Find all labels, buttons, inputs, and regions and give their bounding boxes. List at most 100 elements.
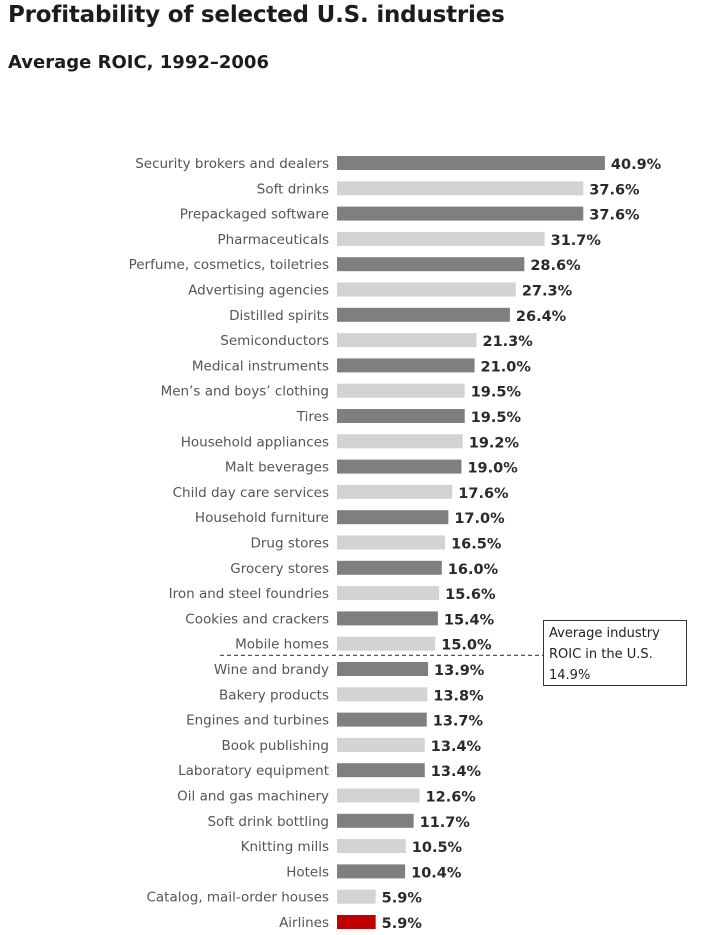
chart-title: Profitability of selected U.S. industrie… (8, 2, 505, 28)
value-label: 21.0% (481, 359, 532, 375)
bar (337, 484, 453, 499)
bar (337, 889, 376, 904)
category-label: Bakery products (219, 687, 329, 703)
category-label: Engines and turbines (186, 713, 329, 729)
average-annotation-value: 14.9% (549, 668, 591, 683)
category-label: Prepackaged software (180, 207, 329, 223)
category-label: Wine and brandy (214, 662, 329, 678)
bar (337, 788, 420, 803)
bar (337, 282, 516, 297)
value-label: 40.9% (611, 157, 662, 173)
category-label: Knitting mills (241, 839, 329, 855)
value-label: 19.2% (469, 435, 520, 451)
value-label: 17.0% (454, 511, 505, 527)
category-label: Perfume, cosmetics, toiletries (129, 257, 329, 273)
average-annotation-line-2: ROIC in the U.S. (549, 647, 653, 662)
bar (337, 662, 429, 676)
value-label: 13.8% (433, 688, 484, 704)
bar (337, 459, 462, 474)
category-label: Child day care services (173, 485, 329, 501)
bar (337, 510, 449, 525)
category-label: Cookies and crackers (185, 611, 329, 627)
bar (337, 737, 425, 752)
category-label: Drug stores (250, 536, 329, 552)
category-label: Household furniture (195, 510, 329, 526)
bar (337, 839, 406, 854)
value-label: 37.6% (589, 182, 640, 198)
category-label: Malt beverages (225, 460, 329, 476)
value-label: 19.5% (471, 410, 522, 426)
value-label: 27.3% (522, 284, 573, 300)
category-label: Laboratory equipment (178, 763, 329, 779)
category-label: Grocery stores (230, 561, 329, 577)
value-label: 10.5% (412, 840, 463, 856)
category-label: Hotels (286, 864, 329, 880)
value-label: 11.7% (420, 815, 471, 831)
value-label: 26.4% (516, 309, 567, 325)
bar (337, 434, 463, 449)
category-label: Tires (296, 409, 329, 425)
value-label: 19.5% (471, 385, 522, 401)
category-label: Mobile homes (235, 637, 329, 653)
bar (337, 181, 584, 196)
bar (337, 712, 427, 727)
bar (337, 231, 545, 246)
value-label: 17.6% (458, 486, 509, 502)
bar (337, 636, 436, 651)
bar (337, 813, 414, 828)
bar (337, 257, 525, 272)
value-label: 21.3% (483, 334, 534, 350)
value-label: 19.0% (467, 461, 518, 477)
value-label: 15.0% (441, 638, 492, 654)
category-label: Catalog, mail-order houses (146, 890, 329, 906)
category-label: Book publishing (221, 738, 329, 754)
value-label: 16.0% (448, 562, 499, 578)
category-label: Pharmaceuticals (217, 232, 329, 248)
value-label: 5.9% (382, 891, 423, 907)
category-label: Household appliances (181, 434, 329, 450)
category-label: Advertising agencies (188, 283, 329, 299)
value-label: 12.6% (426, 790, 477, 806)
bar (337, 611, 438, 626)
category-label: Medical instruments (192, 358, 329, 374)
category-label: Men’s and boys’ clothing (161, 384, 329, 400)
bar (337, 535, 446, 550)
average-annotation-line-1: Average industry (549, 626, 660, 641)
category-label: Security brokers and dealers (135, 156, 329, 172)
average-annotation-box: Average industry ROIC in the U.S. 14.9% (543, 620, 687, 686)
category-label: Airlines (279, 915, 329, 931)
chart-subtitle: Average ROIC, 1992–2006 (8, 52, 269, 73)
value-label: 5.9% (382, 916, 423, 932)
category-label: Iron and steel foundries (169, 586, 329, 602)
bar (337, 687, 428, 702)
category-label: Semiconductors (220, 333, 329, 349)
bar (337, 383, 465, 398)
value-label: 10.4% (411, 865, 462, 881)
value-label: 13.4% (431, 739, 482, 755)
value-label: 13.4% (431, 764, 482, 780)
category-label: Soft drinks (257, 181, 329, 197)
category-label: Soft drink bottling (207, 814, 329, 830)
value-label: 15.6% (445, 587, 496, 603)
bar (337, 560, 442, 575)
value-label: 13.9% (434, 663, 485, 679)
bar (337, 763, 425, 778)
bar (337, 915, 376, 929)
bar (337, 156, 605, 170)
value-label: 15.4% (444, 612, 495, 628)
category-label: Distilled spirits (229, 308, 329, 324)
bar (337, 307, 510, 322)
bar (337, 864, 406, 879)
bar (337, 409, 465, 423)
bar (337, 333, 477, 348)
bar (337, 586, 440, 601)
category-label: Oil and gas machinery (177, 789, 329, 805)
bar (337, 206, 584, 221)
value-label: 37.6% (589, 208, 640, 224)
value-label: 31.7% (551, 233, 602, 249)
value-label: 13.7% (433, 714, 484, 730)
value-label: 16.5% (451, 537, 502, 553)
value-label: 28.6% (530, 258, 581, 274)
